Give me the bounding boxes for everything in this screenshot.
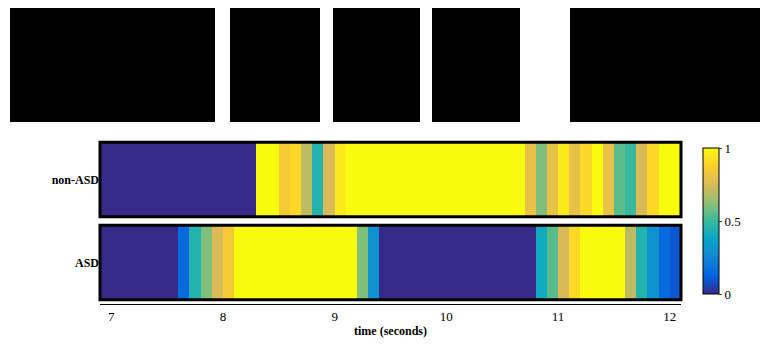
svg-text:non-ASD: non-ASD [52, 173, 100, 187]
svg-text:0.5: 0.5 [725, 214, 741, 229]
svg-text:10: 10 [440, 309, 453, 324]
svg-text:12: 12 [663, 309, 676, 324]
svg-text:7: 7 [108, 309, 115, 324]
svg-text:ASD: ASD [75, 256, 99, 270]
svg-text:11: 11 [552, 309, 565, 324]
svg-text:0: 0 [725, 287, 732, 302]
svg-text:time (seconds): time (seconds) [354, 324, 427, 338]
svg-text:9: 9 [331, 309, 338, 324]
svg-text:8: 8 [220, 309, 227, 324]
svg-text:1: 1 [725, 141, 732, 156]
